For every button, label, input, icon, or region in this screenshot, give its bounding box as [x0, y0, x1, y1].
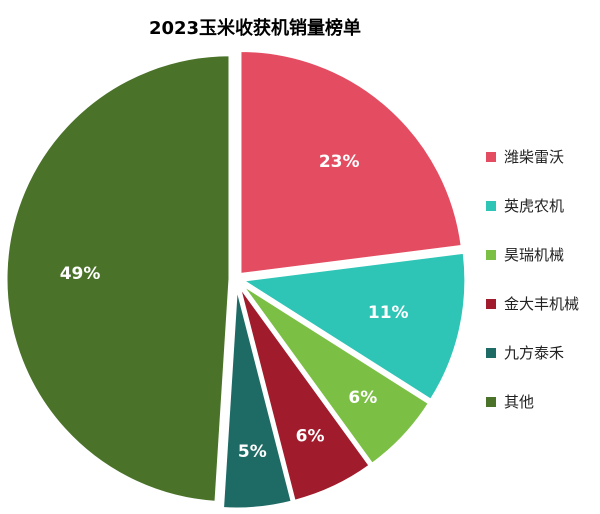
pie-slice: [220, 284, 295, 511]
pie-slice: [238, 48, 464, 277]
legend-label: 潍柴雷沃: [504, 148, 565, 166]
legend-swatch: [486, 347, 496, 358]
pie-slice: [237, 283, 373, 504]
legend-label: 九方泰禾: [504, 344, 565, 362]
pie-slice: [237, 250, 468, 403]
legend-item: 潍柴雷沃: [486, 146, 579, 167]
legend-label: 昊瑞机械: [504, 246, 565, 264]
slice-label: 11%: [368, 303, 409, 323]
legend-item: 金大丰机械: [486, 293, 579, 314]
legend-label: 金大丰机械: [504, 295, 580, 313]
legend-label: 英虎农机: [504, 197, 565, 215]
legend-item: 昊瑞机械: [486, 244, 579, 265]
legend-swatch: [486, 298, 496, 309]
chart-title: 2023玉米收获机销量榜单: [148, 18, 362, 39]
legend-item: 九方泰禾: [486, 342, 579, 363]
legend: 潍柴雷沃 英虎农机 昊瑞机械 金大丰机械 九方泰禾 其他: [486, 146, 579, 440]
slice-label: 6%: [348, 388, 377, 408]
legend-swatch: [486, 249, 496, 260]
legend-item: 其他: [486, 391, 579, 412]
legend-label: 其他: [504, 393, 535, 411]
legend-item: 英虎农机: [486, 195, 579, 216]
pie-slice: [4, 53, 232, 504]
pie-slice: [239, 281, 432, 467]
slice-label: 6%: [296, 426, 325, 446]
slice-label: 23%: [319, 152, 360, 172]
legend-swatch: [486, 200, 496, 211]
legend-swatch: [486, 151, 496, 162]
legend-swatch: [486, 396, 496, 407]
slice-label: 49%: [60, 264, 101, 284]
slice-label: 5%: [238, 442, 267, 462]
